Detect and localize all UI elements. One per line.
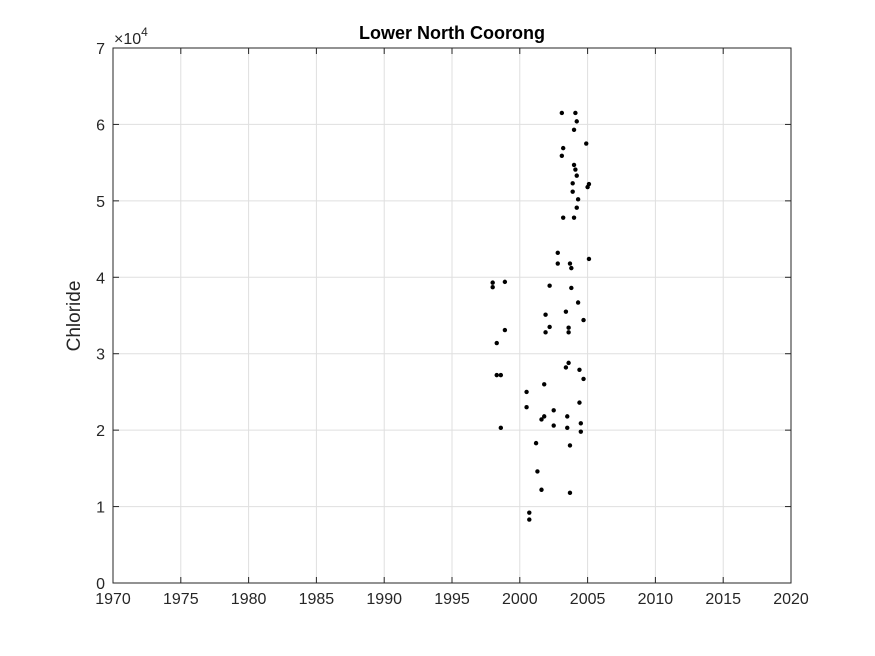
data-point: [574, 205, 579, 210]
y-tick-label: 0: [96, 576, 105, 593]
data-point: [581, 376, 586, 382]
x-tick-label: 1990: [366, 591, 402, 608]
data-point: [524, 405, 529, 410]
x-tick-label: 2015: [705, 591, 741, 608]
data-point: [571, 127, 577, 132]
data-point: [498, 425, 504, 431]
data-point: [563, 309, 569, 314]
data-point: [586, 181, 592, 187]
data-point: [535, 469, 540, 474]
data-point: [551, 423, 556, 428]
data-point: [571, 162, 577, 168]
data-point: [578, 421, 584, 426]
data-point: [563, 365, 569, 370]
x-tick-label: 1970: [95, 591, 131, 608]
data-point: [570, 181, 575, 186]
x-tick-label: 2020: [773, 591, 809, 608]
y-tick-label: 2: [96, 423, 105, 440]
data-point: [567, 261, 573, 266]
data-point: [565, 425, 570, 431]
y-tick-label: 1: [96, 500, 105, 517]
data-point: [543, 312, 548, 317]
data-points: [490, 110, 592, 522]
data-point: [498, 372, 504, 378]
data-point: [542, 414, 547, 419]
data-point: [570, 189, 575, 194]
data-point: [573, 167, 578, 172]
x-tick-label: 1980: [231, 591, 267, 608]
data-point: [559, 153, 565, 158]
data-point: [560, 215, 566, 220]
data-point: [555, 261, 560, 266]
data-point: [573, 110, 578, 116]
data-point: [539, 417, 544, 422]
data-point: [490, 285, 495, 290]
data-point: [547, 283, 552, 288]
data-point: [577, 400, 582, 405]
data-point: [571, 215, 577, 220]
data-point: [527, 517, 532, 522]
data-point: [566, 325, 571, 330]
x-tick-label: 2005: [570, 591, 606, 608]
y-tick-label: 7: [96, 41, 105, 58]
data-point: [578, 429, 584, 434]
data-point: [559, 110, 565, 116]
data-point: [494, 372, 499, 378]
data-point: [547, 324, 552, 330]
x-tick-label: 1975: [163, 591, 199, 608]
chart-title: Lower North Coorong: [359, 23, 545, 43]
y-tick-label: 5: [96, 194, 105, 211]
data-point: [584, 141, 589, 146]
data-point: [581, 317, 586, 323]
tick-labels: 1970 1975 1980 1985 1990 1995 2000 2005 2010 2015…: [95, 41, 809, 608]
data-point: [527, 510, 532, 515]
data-point: [494, 340, 499, 346]
data-point: [502, 327, 508, 333]
x-tick-label: 1995: [434, 591, 470, 608]
data-point: [566, 360, 571, 366]
y-tick-label: 4: [96, 270, 105, 287]
data-point: [577, 367, 582, 372]
data-point: [533, 440, 539, 446]
y-axis-label: Chloride: [64, 281, 85, 352]
x-tick-label: 2000: [502, 591, 538, 608]
data-point: [542, 382, 547, 387]
data-point: [575, 300, 581, 305]
data-point: [566, 330, 571, 335]
y-exponent-label: ×104: [114, 25, 148, 48]
data-point: [502, 279, 508, 285]
axes: [112, 47, 792, 584]
y-tick-label: 6: [96, 117, 105, 134]
data-point: [543, 330, 548, 335]
data-point: [574, 119, 579, 124]
y-exponent-power: 4: [141, 25, 148, 39]
y-tick-label: 3: [96, 347, 105, 364]
data-point: [567, 490, 573, 496]
data-point: [551, 408, 556, 413]
y-exponent-base: ×10: [114, 31, 141, 48]
data-point: [574, 173, 579, 178]
data-point: [524, 389, 529, 395]
data-point: [569, 285, 574, 291]
data-point: [569, 265, 574, 271]
data-point: [586, 256, 592, 262]
x-tick-label: 2010: [638, 591, 674, 608]
data-point: [555, 250, 560, 256]
x-tick-label: 1985: [299, 591, 335, 608]
data-point: [560, 145, 566, 151]
data-point: [565, 414, 570, 419]
data-point: [490, 280, 495, 285]
data-point: [575, 197, 581, 202]
data-point: [539, 487, 544, 492]
data-point: [567, 443, 573, 448]
